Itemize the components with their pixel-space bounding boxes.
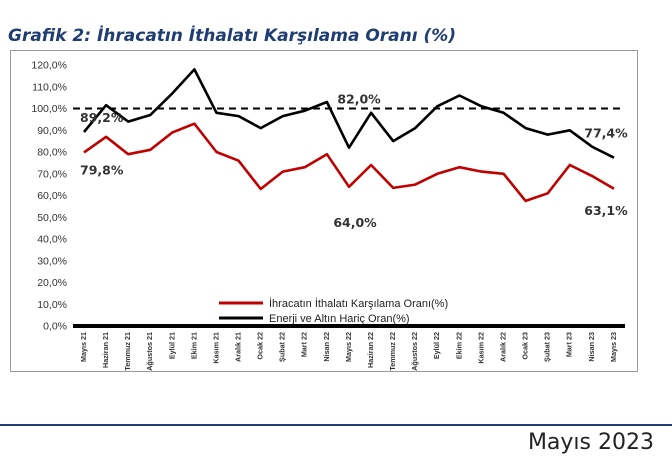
footer-divider bbox=[0, 424, 672, 426]
x-tick-label: Mayıs 23 bbox=[609, 332, 618, 362]
x-tick-label: Temmuz 21 bbox=[123, 332, 132, 371]
x-tick-label: Kasım 22 bbox=[476, 332, 485, 364]
y-tick-label: 20,0% bbox=[37, 277, 67, 289]
data-label: 89,2% bbox=[80, 110, 124, 125]
data-label: 63,1% bbox=[584, 203, 628, 218]
x-tick-label: Ağustos 22 bbox=[410, 332, 419, 371]
y-tick-label: 100,0% bbox=[31, 103, 67, 115]
x-tick-label: Mart 23 bbox=[565, 332, 574, 357]
data-label: 64,0% bbox=[333, 215, 377, 230]
y-tick-label: 90,0% bbox=[37, 125, 67, 137]
data-label: 82,0% bbox=[337, 92, 381, 107]
x-tick-label: Mart 22 bbox=[300, 332, 309, 357]
y-tick-label: 80,0% bbox=[37, 147, 67, 159]
y-tick-label: 110,0% bbox=[32, 81, 67, 93]
x-tick-label: Ağustos 21 bbox=[145, 332, 154, 371]
data-label: 77,4% bbox=[584, 126, 628, 141]
footer-date: Mayıs 2023 bbox=[527, 430, 654, 455]
x-tick-label: Mayıs 22 bbox=[344, 332, 353, 362]
x-tick-label: Nisan 22 bbox=[322, 332, 331, 362]
x-tick-label: Eylül 21 bbox=[167, 332, 176, 359]
y-tick-label: 70,0% bbox=[37, 168, 67, 180]
x-tick-label: Eylül 22 bbox=[432, 332, 441, 359]
y-tick-label: 120,0% bbox=[31, 60, 67, 72]
y-tick-label: 10,0% bbox=[37, 299, 67, 311]
series-line-coverage-ratio bbox=[83, 122, 615, 203]
x-tick-label: Nisan 23 bbox=[587, 332, 596, 362]
x-tick-label: Şubat 22 bbox=[278, 332, 287, 362]
y-tick-label: 60,0% bbox=[37, 190, 67, 202]
data-label: 79,8% bbox=[80, 162, 124, 177]
y-tick-label: 0,0% bbox=[43, 321, 67, 333]
x-tick-label: Haziran 21 bbox=[101, 332, 110, 368]
y-tick-label: 40,0% bbox=[37, 234, 67, 246]
chart-title: Grafik 2: İhracatın İthalatı Karşılama O… bbox=[8, 26, 457, 46]
x-tick-label: Ocak 23 bbox=[521, 332, 530, 360]
x-tick-label: Ekim 21 bbox=[189, 332, 198, 359]
legend-label: İhracatın İthalatı Karşılama Oranı(%) bbox=[269, 297, 448, 310]
y-tick-label: 30,0% bbox=[37, 255, 67, 267]
line-chart: 0,0% 10,0% 20,0% 30,0% 40,0% 50,0% 60,0% 70,0% 8… bbox=[31, 60, 628, 371]
x-tick-label: Ocak 22 bbox=[256, 332, 265, 360]
x-tick-label: Aralık 21 bbox=[234, 332, 243, 362]
y-tick-label: 50,0% bbox=[37, 212, 67, 224]
x-tick-label: Ekim 22 bbox=[454, 332, 463, 359]
legend-label: Enerji ve Altın Hariç Oran(%) bbox=[269, 313, 410, 325]
series-line-energy-gold-excluded bbox=[82, 68, 615, 159]
x-tick-label: Haziran 22 bbox=[366, 332, 375, 368]
x-tick-label: Mayıs 21 bbox=[79, 332, 88, 362]
x-tick-label: Kasım 21 bbox=[211, 332, 220, 364]
x-tick-label: Şubat 23 bbox=[543, 332, 552, 362]
chart-frame: 0,0% 10,0% 20,0% 30,0% 40,0% 50,0% 60,0% 70,0% 8… bbox=[10, 50, 638, 372]
x-tick-label: Aralık 22 bbox=[498, 332, 507, 362]
x-tick-label: Temmuz 22 bbox=[388, 332, 397, 371]
